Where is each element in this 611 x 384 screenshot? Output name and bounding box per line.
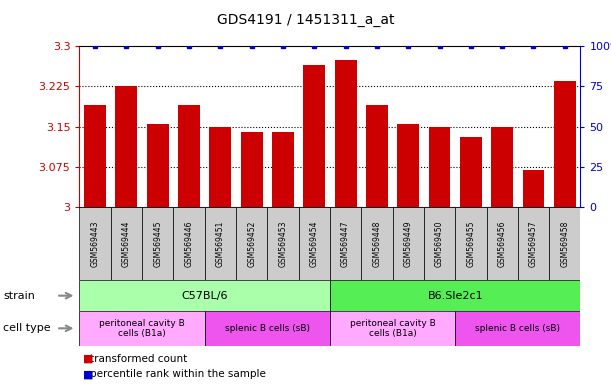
Bar xyxy=(79,207,111,280)
Text: GSM569453: GSM569453 xyxy=(279,220,287,267)
Bar xyxy=(455,207,486,280)
Text: peritoneal cavity B
cells (B1a): peritoneal cavity B cells (B1a) xyxy=(99,319,185,338)
Text: cell type: cell type xyxy=(3,323,51,333)
Bar xyxy=(361,207,392,280)
Bar xyxy=(272,132,294,207)
Text: strain: strain xyxy=(3,291,35,301)
Bar xyxy=(486,207,518,280)
Text: GSM569455: GSM569455 xyxy=(466,220,475,267)
Bar xyxy=(393,207,424,280)
Bar xyxy=(205,311,330,346)
Bar xyxy=(330,311,455,346)
Bar xyxy=(549,207,580,280)
Bar xyxy=(236,207,267,280)
Text: GSM569449: GSM569449 xyxy=(404,220,412,267)
Bar xyxy=(366,105,388,207)
Bar xyxy=(142,207,174,280)
Bar xyxy=(455,311,580,346)
Text: ■: ■ xyxy=(82,354,93,364)
Bar xyxy=(79,311,205,346)
Text: GSM569454: GSM569454 xyxy=(310,220,319,267)
Bar xyxy=(210,127,232,207)
Text: C57BL/6: C57BL/6 xyxy=(181,291,228,301)
Text: ■: ■ xyxy=(82,369,93,379)
Text: GSM569450: GSM569450 xyxy=(435,220,444,267)
Bar xyxy=(330,207,361,280)
Text: GSM569456: GSM569456 xyxy=(498,220,507,267)
Text: GSM569445: GSM569445 xyxy=(153,220,162,267)
Bar xyxy=(111,207,142,280)
Bar xyxy=(330,280,580,311)
Bar xyxy=(460,137,482,207)
Text: GSM569446: GSM569446 xyxy=(185,220,194,267)
Text: GSM569451: GSM569451 xyxy=(216,221,225,267)
Bar xyxy=(303,65,325,207)
Text: GSM569458: GSM569458 xyxy=(560,221,569,267)
Bar xyxy=(79,280,330,311)
Bar xyxy=(518,207,549,280)
Bar xyxy=(241,132,263,207)
Text: percentile rank within the sample: percentile rank within the sample xyxy=(90,369,266,379)
Bar xyxy=(424,207,455,280)
Text: GSM569448: GSM569448 xyxy=(373,221,381,267)
Text: splenic B cells (sB): splenic B cells (sB) xyxy=(475,324,560,333)
Bar xyxy=(554,81,576,207)
Bar xyxy=(397,124,419,207)
Text: transformed count: transformed count xyxy=(90,354,188,364)
Bar xyxy=(115,86,137,207)
Bar xyxy=(178,105,200,207)
Bar xyxy=(522,170,544,207)
Bar xyxy=(268,207,299,280)
Text: GSM569457: GSM569457 xyxy=(529,220,538,267)
Text: GSM569452: GSM569452 xyxy=(247,221,256,267)
Text: GSM569444: GSM569444 xyxy=(122,220,131,267)
Text: splenic B cells (sB): splenic B cells (sB) xyxy=(225,324,310,333)
Text: peritoneal cavity B
cells (B1a): peritoneal cavity B cells (B1a) xyxy=(349,319,436,338)
Bar xyxy=(428,127,450,207)
Bar xyxy=(491,127,513,207)
Bar xyxy=(299,207,330,280)
Text: GSM569443: GSM569443 xyxy=(90,220,100,267)
Bar xyxy=(205,207,236,280)
Bar xyxy=(335,60,357,207)
Bar xyxy=(84,105,106,207)
Text: GDS4191 / 1451311_a_at: GDS4191 / 1451311_a_at xyxy=(217,13,394,27)
Bar xyxy=(174,207,205,280)
Text: GSM569447: GSM569447 xyxy=(341,220,350,267)
Bar xyxy=(147,124,169,207)
Text: B6.Sle2c1: B6.Sle2c1 xyxy=(427,291,483,301)
